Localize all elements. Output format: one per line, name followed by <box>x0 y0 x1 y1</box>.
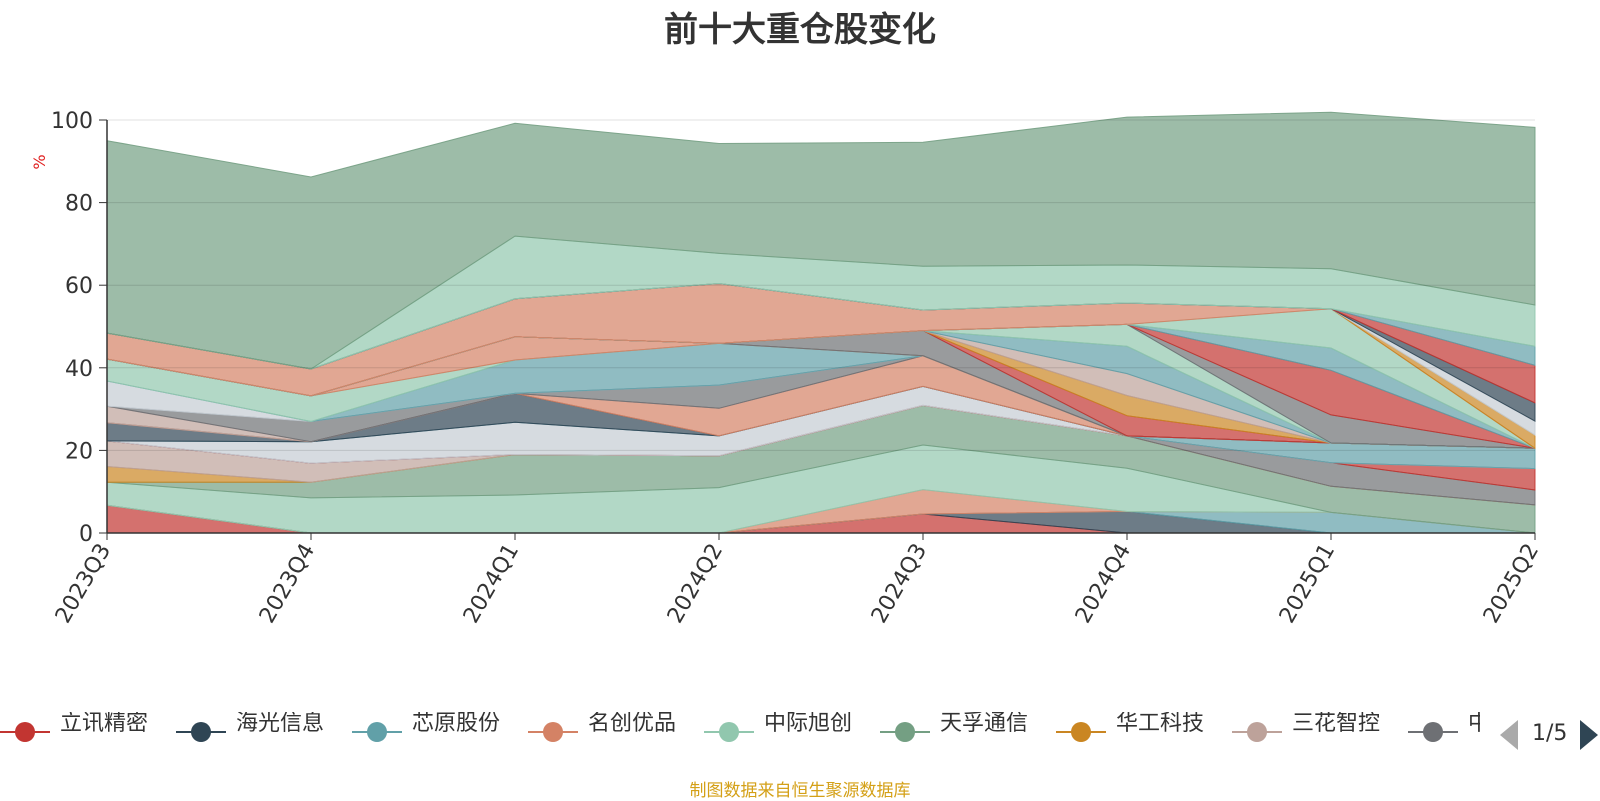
legend: 立讯精密 海光信息 芯原股份 名创优品 中际旭创 天孚通信 华工科技 三花智控 中芯国际 <box>0 712 1480 752</box>
y-tick-label: 100 <box>51 109 93 134</box>
y-tick-label: 0 <box>79 522 93 547</box>
legend-label: 天孚通信 <box>940 712 1029 736</box>
legend-label: 中际旭创 <box>764 712 853 736</box>
legend-label: 中芯国际 <box>1468 712 1480 736</box>
axes <box>106 120 1536 540</box>
legend-prev-page-button[interactable] <box>1500 720 1518 750</box>
area-series-group <box>106 111 1536 534</box>
legend-marker-dot <box>367 722 387 742</box>
x-tick-label: 2024Q4 <box>1071 540 1136 628</box>
legend-label: 海光信息 <box>236 712 325 736</box>
x-tick-label: 2023Q4 <box>255 540 320 628</box>
chart-title: 前十大重仓股变化 <box>664 10 936 50</box>
legend-marker <box>528 720 578 744</box>
area-series-37 <box>106 111 1536 370</box>
x-tick-label: 2023Q3 <box>51 540 116 628</box>
x-tick-label: 2025Q2 <box>1479 540 1544 628</box>
legend-marker <box>1408 720 1458 744</box>
legend-pager: 1/5 <box>1484 712 1600 752</box>
legend-marker <box>880 720 930 744</box>
legend-marker <box>0 720 50 744</box>
legend-marker-dot <box>191 722 211 742</box>
y-tick-label: 60 <box>65 274 93 299</box>
legend-marker <box>176 720 226 744</box>
x-tick-label: 2025Q1 <box>1275 540 1340 628</box>
legend-label: 华工科技 <box>1116 712 1205 736</box>
y-axis-label: % <box>30 154 49 169</box>
legend-marker <box>352 720 402 744</box>
legend-marker <box>1232 720 1282 744</box>
y-tick-label: 40 <box>65 357 93 382</box>
legend-label: 三花智控 <box>1292 712 1381 736</box>
legend-marker-dot <box>719 722 739 742</box>
legend-marker-dot <box>543 722 563 742</box>
legend-marker-dot <box>15 722 35 742</box>
legend-page-indicator: 1/5 <box>1532 721 1568 746</box>
x-tick-label: 2024Q2 <box>663 540 728 628</box>
legend-label: 立讯精密 <box>60 712 149 736</box>
legend-marker <box>704 720 754 744</box>
legend-marker-dot <box>1071 722 1091 742</box>
grid-lines <box>99 119 1535 534</box>
legend-marker-dot <box>895 722 915 742</box>
data-source-note: 制图数据来自恒生聚源数据库 <box>689 781 911 801</box>
x-tick-label: 2024Q3 <box>867 540 932 628</box>
legend-label: 名创优品 <box>588 712 677 736</box>
legend-next-page-button[interactable] <box>1580 720 1598 750</box>
legend-marker-dot <box>1423 722 1443 742</box>
x-tick-label: 2024Q1 <box>459 540 524 628</box>
legend-label: 芯原股份 <box>412 712 501 736</box>
legend-marker-dot <box>1247 722 1267 742</box>
y-tick-label: 20 <box>65 439 93 464</box>
y-tick-label: 80 <box>65 192 93 217</box>
legend-marker <box>1056 720 1106 744</box>
